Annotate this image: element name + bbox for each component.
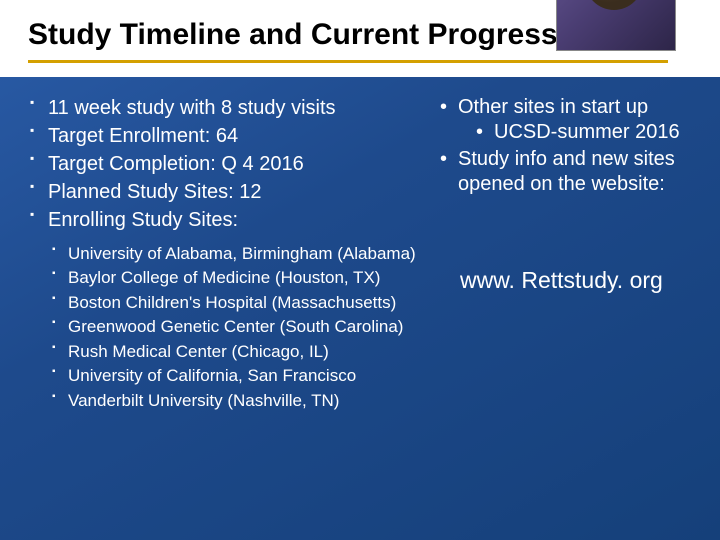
content-area: 11 week study with 8 study visits Target… [0,77,720,95]
slide: Study Timeline and Current Progress 11 w… [0,0,720,540]
right-column: Other sites in start up UCSD-summer 2016… [440,95,700,199]
list-item: Study info and new sites opened on the w… [440,147,700,197]
photo-placeholder [556,0,676,51]
list-item: Enrolling Study Sites: [30,207,420,233]
right-bullet-list: Other sites in start up UCSD-summer 2016… [440,95,700,197]
list-item: Rush Medical Center (Chicago, IL) [52,341,420,363]
list-item: Boston Children's Hospital (Massachusett… [52,292,420,314]
list-item: University of California, San Francisco [52,365,420,387]
right-text: Other sites in start up [458,96,648,118]
list-item: 11 week study with 8 study visits [30,95,420,121]
title-underline [28,60,668,63]
list-item: Baylor College of Medicine (Houston, TX) [52,267,420,289]
list-item: Other sites in start up UCSD-summer 2016 [440,95,700,145]
right-sub-list: UCSD-summer 2016 [476,120,700,145]
list-item: Greenwood Genetic Center (South Carolina… [52,316,420,338]
main-bullet-list: 11 week study with 8 study visits Target… [30,95,420,233]
list-item: Target Enrollment: 64 [30,123,420,149]
left-column: 11 week study with 8 study visits Target… [30,95,420,414]
list-item: Planned Study Sites: 12 [30,179,420,205]
list-item: Vanderbilt University (Nashville, TN) [52,390,420,412]
list-item: UCSD-summer 2016 [476,120,700,145]
website-url: www. Rettstudy. org [460,267,663,294]
list-item: University of Alabama, Birmingham (Alaba… [52,243,420,265]
sub-bullet-list: University of Alabama, Birmingham (Alaba… [52,243,420,412]
sub-text: University of Alabama, Birmingham (Alaba… [68,244,416,263]
list-item: Target Completion: Q 4 2016 [30,151,420,177]
